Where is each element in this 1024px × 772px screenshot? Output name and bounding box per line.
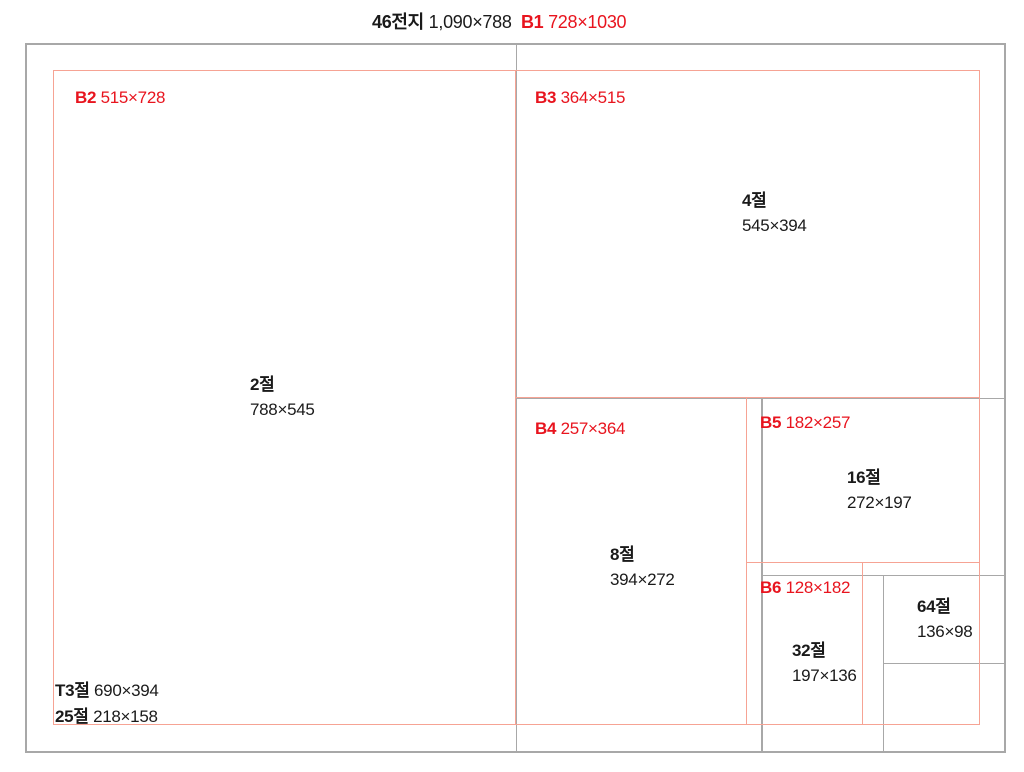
diagram-title: 46전지 1,090×788 B1 728×1030	[372, 12, 627, 33]
b4-divider	[746, 397, 747, 725]
divider-4cut	[516, 398, 1005, 399]
label-64cut: 64절 136×98	[917, 597, 973, 641]
b3-divider	[516, 397, 980, 398]
label-b5: B5 182×257	[760, 413, 851, 432]
sheet-size: 1,090×788	[428, 12, 512, 32]
label-8cut: 8절 394×272	[610, 545, 675, 589]
sheet-border-right	[1004, 43, 1006, 753]
b1-border-top	[53, 70, 980, 71]
label-32cut: 32절 197×136	[792, 641, 857, 685]
label-16cut: 16절 272×197	[847, 468, 912, 512]
divider-32cut	[883, 575, 884, 753]
label-b6: B6 128×182	[760, 578, 851, 597]
b1-name: B1	[520, 12, 544, 32]
b1-border-bottom	[53, 724, 980, 725]
label-b2: B2 515×728	[75, 88, 166, 107]
divider-64cut	[883, 663, 1005, 664]
b2-divider	[515, 70, 516, 725]
label-25cut: 25절 218×158	[55, 707, 158, 726]
sheet-name: 46전지	[372, 12, 424, 32]
b1-size: 728×1030	[548, 12, 627, 32]
sheet-border-bottom	[25, 751, 1006, 753]
label-b3: B3 364×515	[535, 88, 626, 107]
label-t3cut: T3절 690×394	[55, 681, 159, 700]
label-b4: B4 257×364	[535, 419, 626, 438]
sheet-border-top	[25, 43, 1006, 45]
label-2cut: 2절 788×545	[250, 375, 315, 419]
b1-border-left	[53, 70, 54, 725]
sheet-border-left	[25, 43, 27, 753]
label-4cut: 4절 545×394	[742, 191, 807, 235]
b6-divider	[862, 562, 863, 725]
b5-divider	[747, 562, 980, 563]
